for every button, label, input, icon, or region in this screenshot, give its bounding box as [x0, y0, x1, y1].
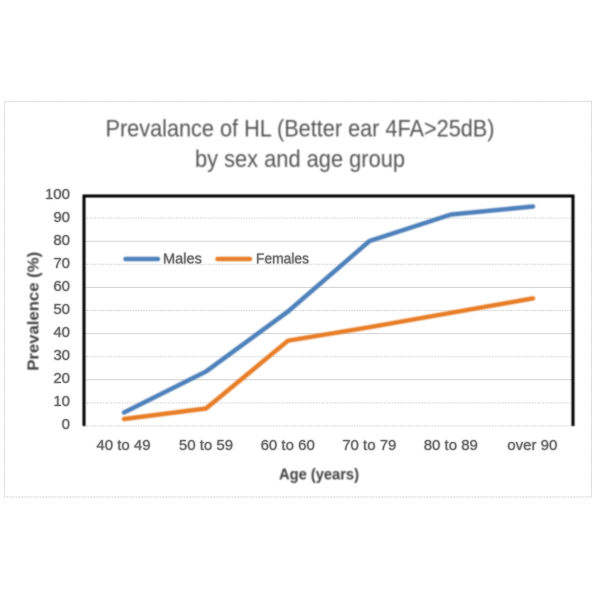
svg-text:80: 80: [53, 232, 70, 249]
svg-text:50: 50: [53, 301, 70, 318]
svg-text:80 to 89: 80 to 89: [424, 437, 478, 454]
svg-text:30: 30: [53, 347, 70, 364]
svg-text:20: 20: [53, 370, 70, 387]
svg-text:70: 70: [53, 255, 70, 272]
svg-text:60 to 60: 60 to 60: [261, 437, 315, 454]
svg-text:70 to 79: 70 to 79: [342, 437, 396, 454]
svg-text:50 to 59: 50 to 59: [179, 437, 233, 454]
svg-text:40 to 49: 40 to 49: [96, 437, 150, 454]
svg-text:Males: Males: [163, 251, 202, 268]
svg-text:0: 0: [62, 416, 70, 433]
svg-text:40: 40: [53, 324, 70, 341]
svg-text:Age (years): Age (years): [279, 467, 359, 484]
svg-text:50 to 59: 50 to 59: [179, 437, 233, 454]
svg-text:10: 10: [53, 393, 70, 410]
svg-text:100: 100: [45, 186, 70, 203]
svg-text:80 to 89: 80 to 89: [424, 437, 478, 454]
svg-text:over 90: over 90: [507, 437, 557, 454]
svg-text:60 to 60: 60 to 60: [261, 437, 315, 454]
svg-text:by sex and age group: by sex and age group: [195, 146, 405, 173]
svg-text:60: 60: [53, 278, 70, 295]
svg-text:80: 80: [53, 232, 70, 249]
svg-text:40: 40: [53, 324, 70, 341]
svg-text:Females: Females: [256, 251, 309, 268]
svg-text:30: 30: [53, 347, 70, 364]
svg-text:Prevalence (%): Prevalence (%): [25, 252, 42, 371]
svg-text:50: 50: [53, 301, 70, 318]
svg-text:70: 70: [53, 255, 70, 272]
svg-text:20: 20: [53, 370, 70, 387]
svg-text:90: 90: [53, 209, 70, 226]
svg-text:40 to 49: 40 to 49: [96, 437, 150, 454]
svg-text:90: 90: [53, 209, 70, 226]
svg-text:over 90: over 90: [507, 437, 557, 454]
svg-text:100: 100: [45, 186, 70, 203]
svg-text:10: 10: [53, 393, 70, 410]
svg-text:0: 0: [62, 416, 70, 433]
svg-text:Prevalance of HL (Better ear 4: Prevalance of HL (Better ear 4FA>25dB): [106, 116, 495, 143]
svg-text:Males: Males: [163, 251, 202, 268]
svg-text:Females: Females: [256, 251, 309, 268]
svg-text:70 to 79: 70 to 79: [342, 437, 396, 454]
svg-text:60: 60: [53, 278, 70, 295]
